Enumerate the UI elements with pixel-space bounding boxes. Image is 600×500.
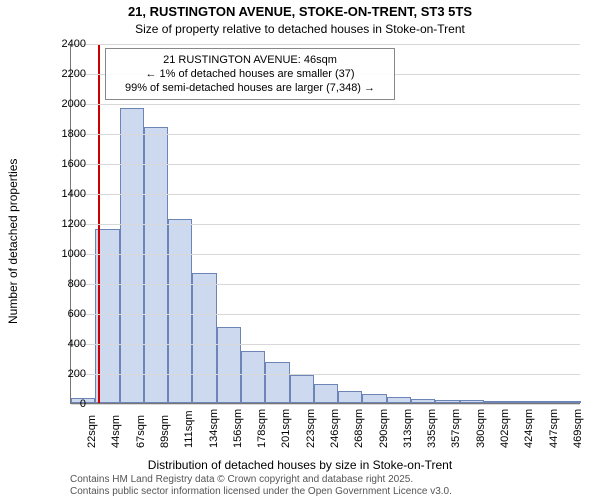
y-tick-label: 1200	[42, 218, 86, 230]
x-tick-label: 178sqm	[256, 409, 268, 448]
y-tick-label: 0	[42, 398, 86, 410]
x-tick-label: 357sqm	[450, 409, 462, 448]
histogram-bar	[192, 273, 216, 404]
y-tick-label: 2000	[42, 98, 86, 110]
y-tick-label: 2400	[42, 38, 86, 50]
y-tick-label: 1800	[42, 128, 86, 140]
histogram-bar	[217, 327, 241, 404]
histogram-bar	[362, 394, 386, 403]
grid-line	[71, 134, 580, 135]
grid-line	[71, 44, 580, 45]
annotation-line2: ← 1% of detached houses are smaller (37)	[114, 67, 386, 81]
grid-line	[71, 344, 580, 345]
x-tick-label: 313sqm	[402, 409, 414, 448]
x-tick-label: 223sqm	[305, 409, 317, 448]
histogram-bar	[241, 351, 265, 404]
histogram-bar	[411, 399, 435, 404]
y-tick-label: 1000	[42, 248, 86, 260]
x-tick-label: 380sqm	[475, 409, 487, 448]
x-tick-label: 246sqm	[329, 409, 341, 448]
annotation-box: 21 RUSTINGTON AVENUE: 46sqm ← 1% of deta…	[105, 48, 395, 100]
annotation-line1: 21 RUSTINGTON AVENUE: 46sqm	[114, 53, 386, 67]
x-tick-label: 201sqm	[280, 409, 292, 448]
y-tick-label: 400	[42, 338, 86, 350]
y-tick-label: 1400	[42, 188, 86, 200]
x-tick-label: 111sqm	[183, 410, 195, 448]
histogram-bar	[508, 401, 532, 403]
x-tick-label: 67sqm	[135, 415, 147, 448]
x-tick-label: 447sqm	[548, 409, 560, 448]
x-tick-label: 469sqm	[572, 409, 584, 448]
y-axis-label: Number of detached properties	[6, 159, 20, 324]
x-tick-label: 44sqm	[110, 415, 122, 448]
x-tick-label: 22sqm	[86, 415, 98, 448]
y-tick-label: 600	[42, 308, 86, 320]
grid-line	[71, 314, 580, 315]
property-size-chart: 21, RUSTINGTON AVENUE, STOKE-ON-TRENT, S…	[0, 0, 600, 500]
histogram-bar	[265, 362, 289, 403]
attribution-line2: Contains public sector information licen…	[70, 486, 590, 498]
histogram-bar	[168, 219, 192, 404]
histogram-bar	[484, 401, 508, 403]
x-tick-label: 134sqm	[208, 409, 220, 448]
annotation-line3: 99% of semi-detached houses are larger (…	[114, 81, 386, 95]
histogram-bar	[314, 384, 338, 404]
histogram-bar	[557, 401, 581, 403]
x-tick-label: 268sqm	[353, 409, 365, 448]
histogram-bar	[338, 391, 362, 403]
attribution-line1: Contains HM Land Registry data © Crown c…	[70, 474, 590, 486]
attribution-text: Contains HM Land Registry data © Crown c…	[70, 474, 590, 498]
histogram-bar	[290, 375, 314, 404]
grid-line	[71, 254, 580, 255]
histogram-bar	[120, 108, 144, 404]
grid-line	[71, 194, 580, 195]
x-tick-label: 89sqm	[159, 415, 171, 448]
chart-title: 21, RUSTINGTON AVENUE, STOKE-ON-TRENT, S…	[0, 4, 600, 19]
histogram-bar	[460, 400, 484, 403]
x-tick-label: 156sqm	[232, 409, 244, 448]
grid-line	[71, 164, 580, 165]
histogram-bar	[532, 401, 556, 403]
x-tick-label: 402sqm	[499, 409, 511, 448]
histogram-bar	[435, 400, 459, 403]
grid-line	[71, 404, 580, 405]
y-tick-label: 800	[42, 278, 86, 290]
x-axis-label: Distribution of detached houses by size …	[0, 458, 600, 472]
y-tick-label: 2200	[42, 68, 86, 80]
grid-line	[71, 224, 580, 225]
y-tick-label: 200	[42, 368, 86, 380]
histogram-bar	[387, 397, 411, 403]
grid-line	[71, 284, 580, 285]
x-tick-label: 290sqm	[378, 409, 390, 448]
y-tick-label: 1600	[42, 158, 86, 170]
grid-line	[71, 104, 580, 105]
x-tick-label: 335sqm	[426, 409, 438, 448]
x-tick-label: 424sqm	[523, 409, 535, 448]
histogram-bar	[144, 127, 168, 403]
chart-subtitle: Size of property relative to detached ho…	[0, 22, 600, 36]
grid-line	[71, 374, 580, 375]
